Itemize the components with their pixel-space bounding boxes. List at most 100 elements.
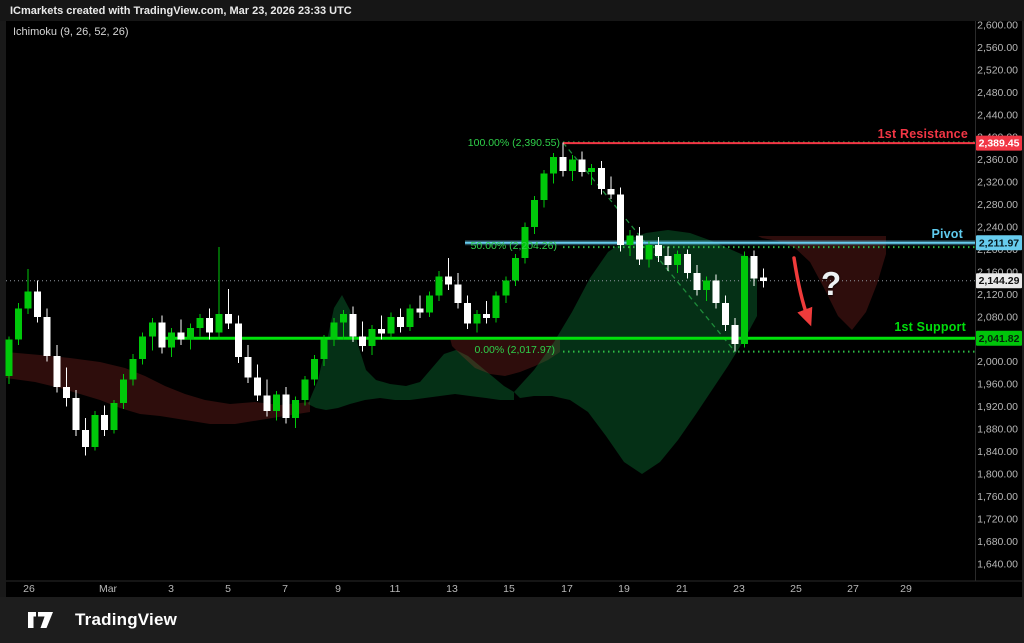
y-axis-label[interactable]: 2,240.00 (977, 222, 1018, 234)
candle-body (540, 173, 548, 201)
y-axis-label[interactable]: 2,000.00 (977, 356, 1018, 368)
candle (712, 274, 720, 309)
y-axis-label[interactable]: 2,520.00 (977, 64, 1018, 76)
candle-body (311, 358, 319, 380)
support-label: 1st Support (894, 320, 966, 334)
candle-body (425, 295, 433, 313)
pivot-label: Pivot (931, 227, 963, 241)
x-axis-label[interactable]: 26 (23, 583, 35, 595)
candle-body (320, 339, 328, 359)
x-axis-label[interactable]: 13 (446, 583, 458, 595)
candle-body (339, 314, 347, 323)
candle (378, 315, 386, 340)
candle-body (206, 317, 214, 333)
y-axis-label[interactable]: 2,560.00 (977, 42, 1018, 54)
resistance-price-tag[interactable]: 2,389.45 (976, 135, 1022, 151)
candle (187, 323, 195, 350)
fib-50-label: 50.00% (2,204.26) (470, 240, 557, 252)
candle-body (43, 316, 51, 357)
candle-body (731, 325, 739, 344)
x-axis-label[interactable]: 27 (847, 583, 859, 595)
support-price-tag[interactable]: 2,041.82 (976, 330, 1022, 346)
candle-body (588, 168, 596, 173)
x-axis-label[interactable]: 15 (503, 583, 515, 595)
last-price-tag[interactable]: 2,144.29 (976, 273, 1022, 289)
candle-body (301, 379, 309, 400)
y-axis-label[interactable]: 1,840.00 (977, 446, 1018, 458)
candle-body (645, 244, 653, 260)
x-axis-label[interactable]: 5 (225, 583, 231, 595)
candle (464, 295, 472, 330)
candle (292, 396, 300, 428)
question-mark-annotation[interactable]: ? (821, 265, 842, 302)
candle (225, 288, 233, 330)
candle (750, 250, 758, 286)
x-axis-label[interactable]: Mar (99, 583, 118, 595)
candle-body (511, 257, 519, 281)
y-axis-label[interactable]: 1,960.00 (977, 379, 1018, 391)
pivot-price-tag-bg (976, 235, 1022, 251)
candle (358, 321, 366, 352)
candle-body (62, 386, 70, 399)
y-axis-label[interactable]: 2,480.00 (977, 87, 1018, 99)
y-axis-label[interactable]: 1,920.00 (977, 401, 1018, 413)
y-axis-label[interactable]: 2,280.00 (977, 199, 1018, 211)
x-axis-label[interactable]: 9 (335, 583, 341, 595)
candle-body (473, 314, 481, 324)
indicator-legend[interactable]: Ichimoku (9, 26, 52, 26) (13, 26, 129, 38)
y-axis-label[interactable]: 1,760.00 (977, 491, 1018, 503)
candle (578, 151, 586, 177)
candle (521, 222, 529, 264)
tradingview-brand-text: TradingView (75, 610, 178, 629)
tradingview-logo-icon (28, 611, 53, 628)
y-axis-label[interactable]: 1,800.00 (977, 468, 1018, 480)
x-axis-label[interactable]: 11 (390, 583, 401, 595)
candle-body (569, 159, 577, 171)
x-axis-label[interactable]: 17 (561, 583, 573, 595)
x-axis-label[interactable]: 23 (733, 583, 745, 595)
x-axis-label[interactable]: 7 (282, 583, 288, 595)
candle-body (292, 399, 300, 418)
y-axis-label[interactable]: 2,120.00 (977, 289, 1018, 301)
y-axis-label[interactable]: 1,640.00 (977, 558, 1018, 570)
pivot-price-tag-text: 2,211.97 (979, 237, 1019, 249)
y-axis-label[interactable]: 2,440.00 (977, 109, 1018, 121)
x-axis-label[interactable]: 25 (790, 583, 802, 595)
candle-body (387, 316, 395, 334)
y-axis-label[interactable]: 1,720.00 (977, 513, 1018, 525)
y-axis-label[interactable]: 1,880.00 (977, 424, 1018, 436)
candle-body (24, 291, 32, 309)
candle (693, 265, 701, 296)
y-axis-label[interactable]: 2,080.00 (977, 311, 1018, 323)
y-axis-label[interactable]: 2,320.00 (977, 177, 1018, 189)
x-axis-label[interactable]: 3 (168, 583, 174, 595)
candle (559, 142, 567, 177)
x-axis-label[interactable]: 29 (900, 583, 912, 595)
candle-body (712, 280, 720, 303)
resistance-price-tag-text: 2,389.45 (979, 138, 1020, 150)
candle (158, 315, 166, 354)
candle (282, 386, 290, 424)
candle-body (129, 358, 137, 380)
x-axis-label[interactable]: 19 (618, 583, 630, 595)
candle (741, 251, 749, 348)
candle-body (578, 159, 586, 173)
candle-body (502, 280, 510, 296)
candle (330, 317, 338, 347)
y-axis-label[interactable]: 1,680.00 (977, 536, 1018, 548)
candle-body (330, 322, 338, 340)
pivot-price-tag[interactable]: 2,211.97 (976, 235, 1022, 251)
chart-panel[interactable] (6, 21, 1022, 597)
candle (616, 187, 624, 252)
candle-body (406, 308, 414, 327)
candle (702, 276, 710, 302)
y-axis-label[interactable]: 2,360.00 (977, 154, 1018, 166)
down-arrow-annotation[interactable] (792, 256, 813, 327)
candle (320, 334, 328, 367)
candle (234, 315, 242, 363)
x-axis-label[interactable]: 21 (676, 583, 688, 595)
y-axis-label[interactable]: 2,600.00 (977, 20, 1018, 32)
candle (196, 314, 204, 337)
candle-body (196, 317, 204, 329)
